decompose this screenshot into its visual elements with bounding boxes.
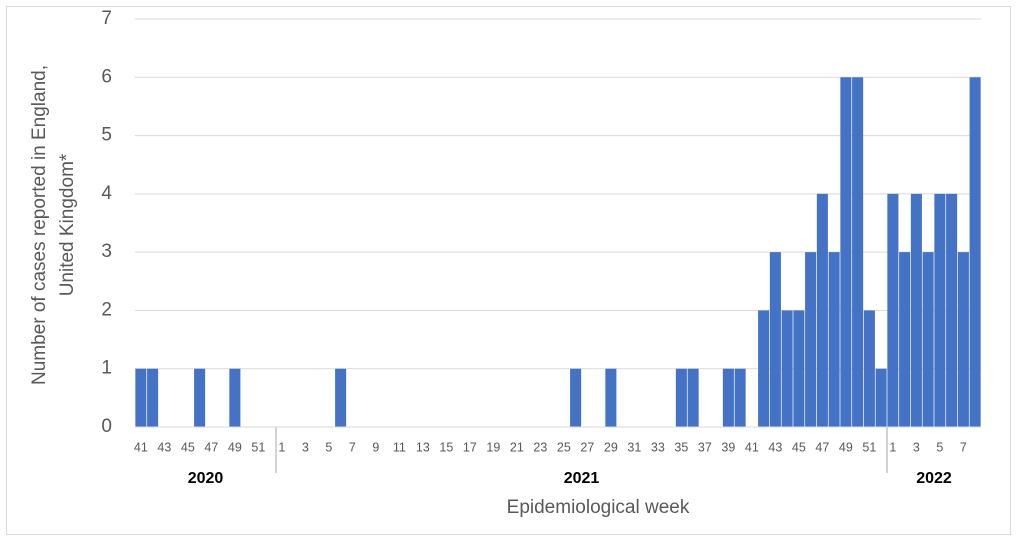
x-tick-label: 51 (862, 440, 876, 454)
y-tick-label: 0 (101, 416, 112, 437)
x-tick-label: 19 (486, 440, 500, 454)
x-tick-label: 33 (651, 440, 665, 454)
bar (781, 310, 793, 427)
x-tick-label: 41 (134, 440, 148, 454)
bar (946, 193, 958, 427)
x-tick-label: 15 (439, 440, 453, 454)
bar (957, 252, 969, 427)
x-tick-label: 47 (204, 440, 218, 454)
bar (335, 368, 347, 427)
x-tick-label: 25 (557, 440, 571, 454)
x-tick-label: 3 (913, 440, 920, 454)
y-tick-label: 7 (101, 8, 112, 29)
x-tick-label: 17 (463, 440, 477, 454)
x-tick-label: 27 (580, 440, 594, 454)
x-tick-label: 43 (768, 440, 782, 454)
x-tick-label: 11 (393, 440, 406, 454)
bar (922, 252, 934, 427)
year-label: 2021 (564, 470, 600, 487)
y-axis-label: Number of cases reported in England, (29, 65, 50, 385)
bar (687, 368, 699, 427)
x-tick-label: 29 (604, 440, 618, 454)
x-tick-label: 5 (325, 440, 332, 454)
bar (758, 310, 770, 427)
bar (805, 252, 817, 427)
x-tick-label: 51 (251, 440, 265, 454)
x-tick-label: 39 (721, 440, 735, 454)
x-tick-label: 23 (533, 440, 547, 454)
y-tick-label: 5 (101, 125, 112, 146)
bar (722, 368, 734, 427)
y-tick-label: 3 (101, 241, 112, 262)
bar (887, 193, 899, 427)
x-tick-label: 13 (416, 440, 430, 454)
x-axis-label: Epidemiological week (507, 497, 690, 518)
x-tick-label: 45 (792, 440, 806, 454)
bar (910, 193, 922, 427)
x-tick-label: 21 (510, 440, 524, 454)
x-tick-label: 7 (349, 440, 356, 454)
bar (863, 310, 875, 427)
x-tick-label: 1 (278, 440, 285, 454)
bar (570, 368, 582, 427)
x-tick-label: 41 (745, 440, 759, 454)
x-tick-label: 37 (698, 440, 712, 454)
x-tick-label: 49 (839, 440, 853, 454)
bar (769, 252, 781, 427)
bar (852, 77, 864, 428)
x-tick-label: 1 (889, 440, 896, 454)
bar (135, 368, 147, 427)
bar (793, 310, 805, 427)
bar (734, 368, 746, 427)
bar (147, 368, 159, 427)
y-tick-label: 1 (101, 358, 112, 379)
x-tick-label: 43 (157, 440, 171, 454)
x-tick-label: 3 (302, 440, 309, 454)
bar (875, 368, 887, 427)
x-tick-label: 9 (372, 440, 379, 454)
bar (969, 77, 981, 428)
bar (934, 193, 946, 427)
y-axis-label: United Kingdom* (57, 153, 78, 296)
x-tick-label: 31 (627, 440, 641, 454)
x-tick-label: 45 (181, 440, 195, 454)
year-label: 2020 (188, 470, 224, 487)
y-tick-label: 6 (101, 66, 112, 87)
x-tick-label: 5 (936, 440, 943, 454)
bar (816, 193, 828, 427)
x-tick-label: 49 (228, 440, 242, 454)
bar (899, 252, 911, 427)
y-tick-label: 2 (101, 299, 112, 320)
year-label: 2022 (916, 470, 952, 487)
x-tick-label: 47 (815, 440, 829, 454)
bar (229, 368, 241, 427)
y-tick-label: 4 (101, 183, 112, 204)
bar (828, 252, 840, 427)
x-tick-label: 7 (960, 440, 967, 454)
bar (605, 368, 617, 427)
bar (194, 368, 206, 427)
bar (840, 77, 852, 428)
x-tick-label: 35 (674, 440, 688, 454)
bar (675, 368, 687, 427)
